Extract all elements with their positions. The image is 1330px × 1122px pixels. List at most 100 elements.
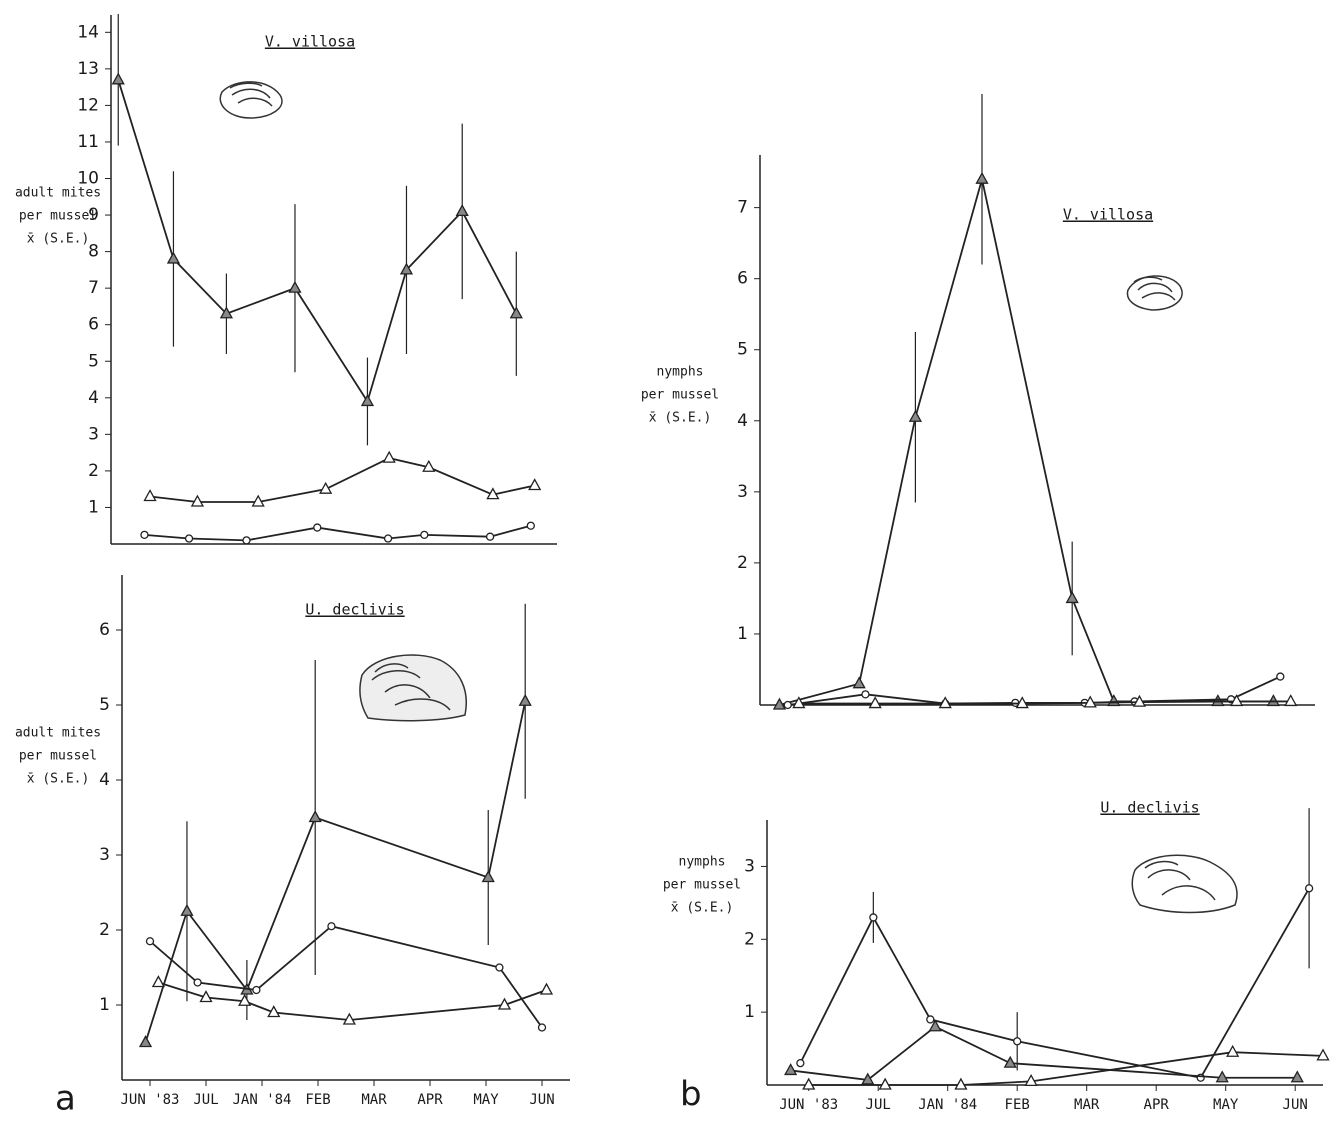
chart-title: U. declivis [1100, 799, 1199, 817]
x-tick-label: MAR [1074, 1097, 1100, 1113]
data-point [852, 676, 866, 689]
data-point [252, 985, 261, 995]
data-point [1226, 1044, 1240, 1057]
data-point [486, 487, 500, 500]
data-point [954, 1077, 968, 1090]
y-axis-label: adult mites [15, 726, 101, 741]
data-point [238, 993, 252, 1006]
panel-label: b [680, 1075, 702, 1115]
chart-title: V. villosa [265, 33, 355, 51]
shell-icon [219, 81, 283, 119]
data-point [1003, 1055, 1017, 1068]
series-line [808, 1051, 1324, 1086]
x-tick-label: MAY [473, 1092, 499, 1108]
series-line [144, 524, 532, 542]
x-tick-label: JAN '84 [232, 1092, 291, 1108]
data-point [926, 1015, 935, 1024]
y-tick-label: 10 [77, 169, 99, 189]
series-line [790, 1025, 1298, 1081]
y-tick-label: 1 [737, 624, 748, 644]
y-tick-label: 1 [744, 1002, 755, 1022]
data-point [143, 489, 157, 502]
y-axis-label: adult mites [15, 186, 101, 201]
data-point [308, 810, 322, 823]
data-point [1230, 694, 1244, 707]
data-point [783, 700, 792, 710]
data-point [1290, 1070, 1304, 1083]
y-tick-label: 4 [88, 388, 99, 408]
y-tick-label: 1 [88, 497, 99, 517]
x-tick-label: JUN '83 [120, 1092, 179, 1108]
data-point [184, 534, 194, 543]
data-point [975, 171, 989, 184]
data-point [251, 494, 265, 507]
data-point [1284, 694, 1298, 707]
y-tick-label: 4 [99, 770, 110, 790]
y-axis-label: per mussel [663, 878, 741, 893]
data-point [796, 1058, 805, 1068]
data-point [111, 72, 125, 85]
x-tick-label: JUL [193, 1092, 218, 1108]
data-point [199, 990, 213, 1003]
y-tick-label: 5 [99, 695, 110, 715]
shell-lines [371, 663, 451, 711]
data-point [928, 1019, 942, 1032]
y-tick-label: 8 [88, 242, 99, 262]
data-point [1024, 1074, 1038, 1087]
panel-label: a [55, 1079, 76, 1119]
data-point [399, 262, 414, 275]
y-tick-label: 3 [99, 845, 110, 865]
x-tick-label: JUN [529, 1092, 554, 1108]
series-line [149, 457, 535, 503]
y-tick-label: 6 [88, 315, 99, 335]
data-point [420, 530, 429, 540]
data-point [319, 481, 333, 494]
x-tick-label: APR [417, 1092, 443, 1108]
data-point [792, 696, 806, 709]
y-axis-label: x̄ (S.E.) [27, 772, 90, 787]
x-tick-label: JUN '83 [779, 1097, 838, 1113]
data-point [1304, 884, 1314, 893]
data-point [288, 280, 302, 293]
data-point [1276, 672, 1285, 681]
data-point [327, 922, 336, 931]
y-tick-label: 11 [77, 132, 99, 152]
shell-icons [219, 81, 1238, 914]
data-point [455, 204, 469, 217]
series-line [799, 887, 1310, 1079]
shell-icon [1126, 275, 1183, 311]
data-point [908, 409, 922, 422]
y-tick-label: 2 [737, 553, 748, 573]
data-point [495, 963, 504, 972]
data-point [1266, 694, 1280, 707]
data-point [481, 870, 495, 883]
x-tick-label: FEB [305, 1092, 330, 1108]
y-axis-label: x̄ (S.E.) [671, 901, 734, 916]
data-point [1083, 695, 1097, 708]
shell-icon [359, 654, 467, 722]
data-point [509, 306, 523, 319]
data-point [193, 978, 202, 987]
y-tick-label: 4 [737, 411, 748, 431]
shell-lines [1144, 860, 1216, 901]
y-tick-label: 6 [737, 269, 748, 289]
series-line [149, 925, 543, 1029]
data-point [145, 937, 155, 946]
data-point [360, 394, 375, 407]
x-tick-label: MAR [361, 1092, 387, 1108]
data-point [518, 693, 532, 706]
y-tick-label: 6 [99, 620, 110, 640]
data-point [802, 1077, 816, 1090]
x-tick-label: JUL [866, 1097, 891, 1113]
data-point [485, 532, 495, 541]
data-point [166, 251, 181, 264]
data-point [382, 450, 396, 463]
y-tick-label: 7 [88, 278, 99, 298]
data-point [526, 521, 535, 530]
y-tick-label: 5 [88, 351, 99, 371]
series-line [144, 701, 527, 1043]
series-line [158, 981, 547, 1021]
data-point [938, 696, 952, 709]
y-axis-label: per mussel [19, 209, 97, 224]
x-tick-label: JUN [1283, 1097, 1308, 1113]
